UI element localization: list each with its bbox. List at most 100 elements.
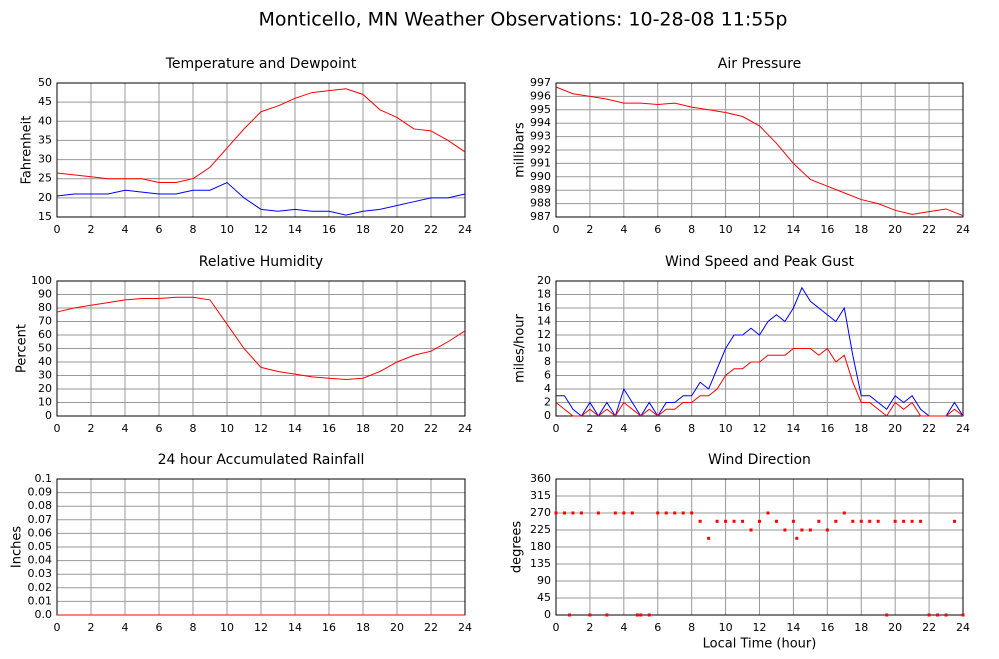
- y-tick-label: 997: [530, 76, 551, 89]
- y-tick-label: 10: [38, 396, 52, 409]
- data-point: [834, 519, 838, 523]
- y-tick-label: 0.09: [28, 486, 53, 499]
- data-point: [613, 511, 617, 515]
- y-tick-label: 994: [530, 116, 551, 129]
- plot-frame: [555, 280, 964, 417]
- x-tick-label: 20: [390, 223, 404, 236]
- x-tick-label: 24: [956, 422, 970, 435]
- page-title: Monticello, MN Weather Observations: 10-…: [258, 9, 787, 31]
- x-tick-label: 10: [220, 223, 234, 236]
- y-tick-label: 30: [38, 369, 52, 382]
- y-tick-label: 993: [530, 130, 551, 143]
- x-tick-label: 6: [156, 223, 163, 236]
- data-point: [698, 519, 702, 523]
- y-tick-label: 100: [31, 274, 52, 287]
- x-tick-label: 2: [586, 223, 593, 236]
- x-tick-label: 6: [654, 422, 661, 435]
- x-tick-label: 18: [854, 223, 868, 236]
- data-point: [791, 519, 795, 523]
- x-tick-label: 24: [956, 223, 970, 236]
- y-tick-label: 989: [530, 183, 551, 196]
- plot-frame: [56, 82, 466, 218]
- data-point: [568, 613, 572, 617]
- x-tick-label: 16: [820, 422, 834, 435]
- x-tick-label: 2: [88, 422, 95, 435]
- x-tick-label: 6: [654, 621, 661, 634]
- y-tick-label: 50: [38, 342, 52, 355]
- data-point: [562, 511, 566, 515]
- plot-frame: [555, 82, 964, 218]
- x-tick-label: 4: [620, 621, 627, 634]
- y-tick-label: 20: [38, 382, 52, 395]
- y-tick-label: 10: [537, 342, 551, 355]
- x-tick-label: 16: [322, 422, 336, 435]
- data-point: [919, 519, 923, 523]
- x-tick-label: 14: [288, 223, 302, 236]
- y-tick-label: 25: [38, 172, 52, 185]
- data-line: [556, 286, 964, 418]
- x-tick-label: 24: [458, 223, 472, 236]
- x-tick-label: 12: [753, 422, 767, 435]
- x-tick-label: 18: [356, 223, 370, 236]
- data-point: [749, 528, 753, 532]
- data-point: [953, 519, 957, 523]
- x-tick-label: 20: [888, 621, 902, 634]
- y-tick-label: 35: [38, 133, 52, 146]
- y-tick-label: 0.05: [28, 540, 53, 553]
- y-tick-label: 16: [537, 301, 551, 314]
- y-tick-label: 270: [530, 506, 551, 519]
- y-tick-label: 0.1: [35, 472, 53, 485]
- y-tick-label: 991: [530, 156, 551, 169]
- y-tick-label: 990: [530, 170, 551, 183]
- plot-frame: [56, 280, 466, 417]
- data-line: [56, 296, 466, 381]
- y-tick-label: 0.08: [28, 499, 53, 512]
- y-tick-label: 992: [530, 143, 551, 156]
- x-tick-label: 8: [190, 223, 197, 236]
- x-tick-label: 14: [288, 422, 302, 435]
- y-tick-label: 995: [530, 103, 551, 116]
- y-axis-label: millibars: [513, 122, 528, 178]
- x-tick-label: 4: [122, 621, 129, 634]
- x-tick-label: 0: [54, 223, 61, 236]
- data-point: [795, 536, 799, 540]
- plot-frame: [555, 478, 964, 616]
- y-tick-label: 360: [530, 472, 551, 485]
- x-tick-label: 12: [254, 223, 268, 236]
- data-point: [647, 613, 651, 617]
- y-tick-label: 18: [537, 288, 551, 301]
- data-point: [859, 519, 863, 523]
- x-tick-label: 12: [254, 422, 268, 435]
- y-axis-label: degrees: [510, 521, 525, 574]
- data-point: [707, 536, 711, 540]
- x-tick-label: 0: [54, 621, 61, 634]
- x-tick-label: 0: [553, 621, 560, 634]
- y-tick-label: 996: [530, 89, 551, 102]
- y-tick-label: 988: [530, 197, 551, 210]
- y-axis-label: miles/hour: [513, 313, 528, 382]
- x-tick-label: 12: [753, 621, 767, 634]
- x-tick-label: 22: [922, 223, 936, 236]
- data-point: [681, 511, 685, 515]
- x-tick-label: 0: [553, 223, 560, 236]
- y-tick-label: 20: [537, 274, 551, 287]
- x-tick-label: 8: [688, 223, 695, 236]
- data-point: [596, 511, 600, 515]
- x-tick-label: 24: [458, 621, 472, 634]
- data-point: [817, 519, 821, 523]
- y-tick-label: 0: [45, 409, 52, 422]
- data-point: [902, 519, 906, 523]
- y-tick-label: 0: [544, 409, 551, 422]
- y-tick-label: 0.04: [28, 554, 53, 567]
- data-point: [876, 519, 880, 523]
- x-tick-label: 2: [88, 223, 95, 236]
- x-tick-label: 14: [786, 223, 800, 236]
- data-point: [605, 613, 609, 617]
- x-tick-label: 2: [586, 422, 593, 435]
- y-tick-label: 30: [38, 153, 52, 166]
- data-point: [783, 528, 787, 532]
- chart-title: Air Pressure: [718, 56, 801, 72]
- data-line: [56, 88, 466, 184]
- data-point: [851, 519, 855, 523]
